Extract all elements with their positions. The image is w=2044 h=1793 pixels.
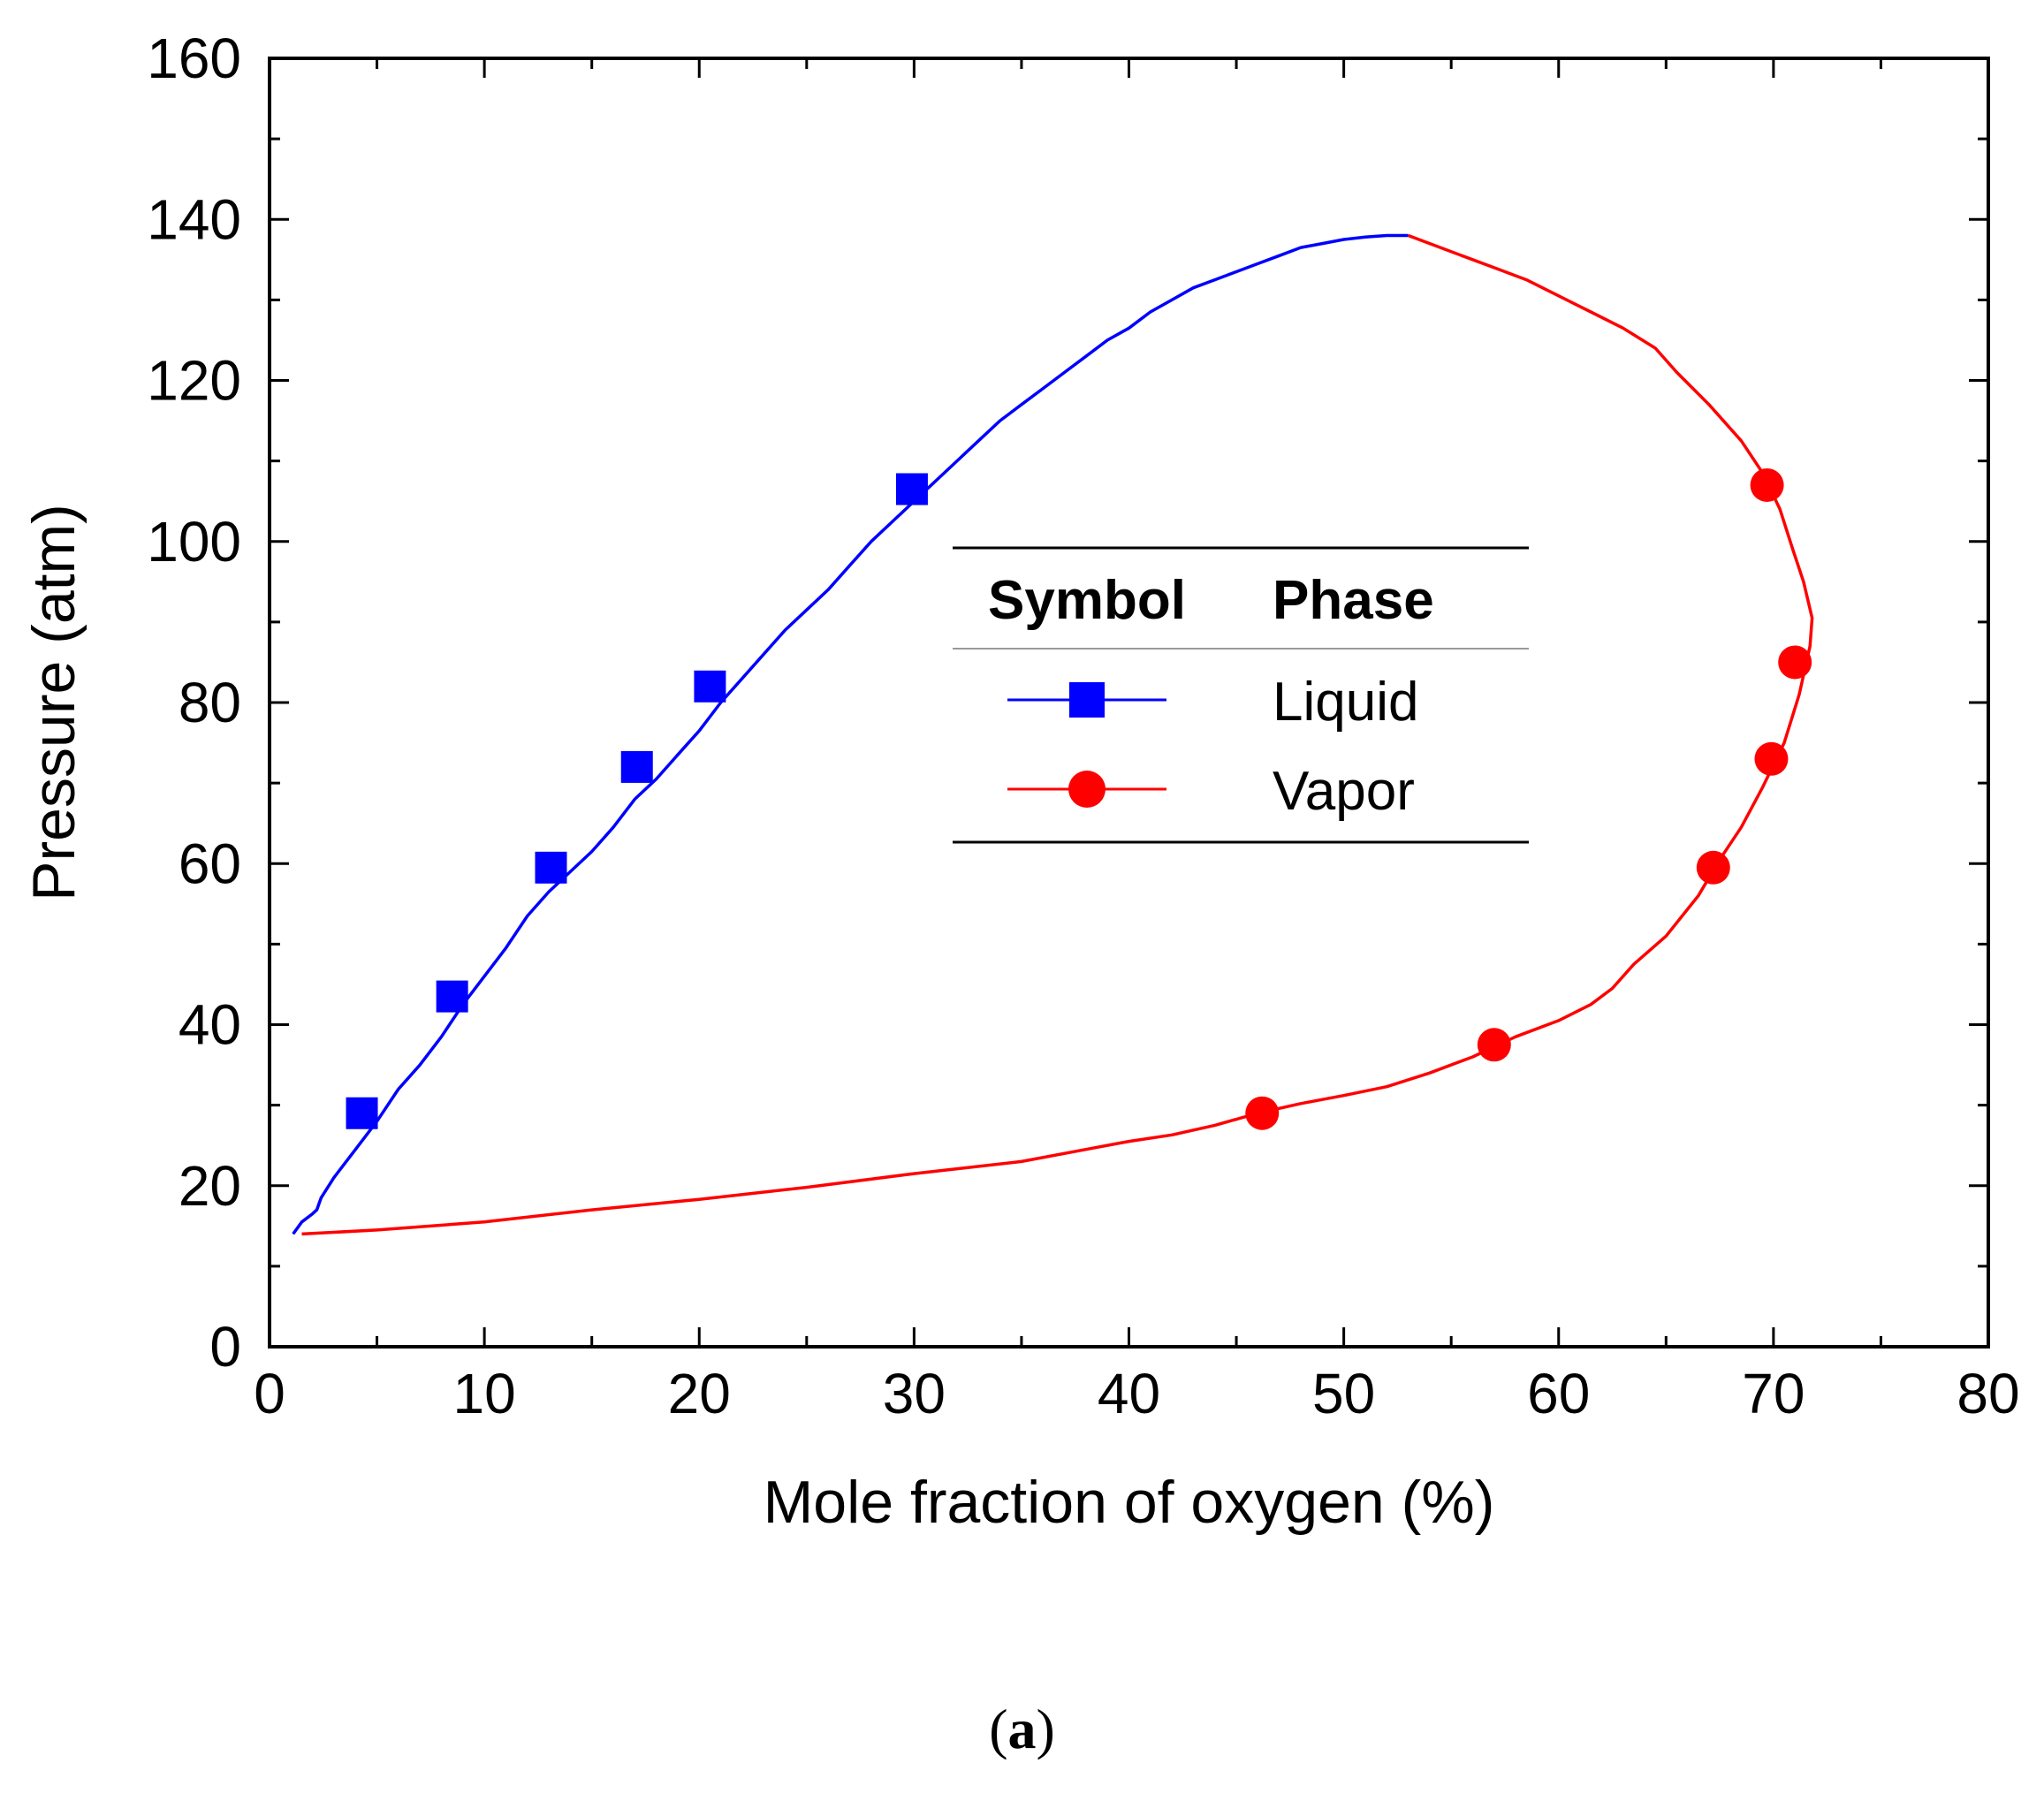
vapor-data-point: [1750, 467, 1784, 502]
y-tick-label: 100: [147, 510, 241, 574]
vapor-curve: [301, 233, 1814, 1236]
legend-header-symbol: Symbol: [988, 570, 1186, 631]
panel-label: (a): [0, 1697, 2044, 1762]
y-tick-label: 0: [209, 1315, 241, 1379]
liquid-data-point: [620, 750, 653, 783]
x-tick-label: 0: [254, 1362, 285, 1425]
y-tick-label: 140: [147, 187, 241, 251]
legend-liquid-marker: [1069, 682, 1105, 718]
x-tick-label: 20: [668, 1362, 731, 1425]
plot-frame: [268, 57, 1990, 1349]
x-tick-label: 60: [1527, 1362, 1590, 1425]
y-tick-label: 20: [179, 1154, 241, 1218]
y-tick-label: 120: [147, 349, 241, 413]
panel-label-close: ): [1036, 1698, 1055, 1760]
liquid-data-point: [694, 670, 726, 703]
liquid-data-point: [346, 1097, 378, 1129]
vapor-data-point: [1477, 1028, 1511, 1062]
liquid-curve: [292, 233, 1409, 1235]
liquid-data-point: [895, 473, 928, 505]
vapor-data-point: [1245, 1096, 1280, 1130]
x-tick-label: 50: [1312, 1362, 1375, 1425]
panel-label-open: (: [989, 1698, 1008, 1760]
legend-vapor-marker: [1068, 771, 1106, 808]
y-axis-label: Pressure (atm): [20, 504, 87, 901]
x-tick-label: 70: [1742, 1362, 1805, 1425]
liquid-data-point: [436, 980, 468, 1013]
x-tick-label: 40: [1098, 1362, 1160, 1425]
vapor-data-point: [1778, 645, 1812, 680]
y-tick-label: 60: [179, 832, 241, 895]
x-tick-label: 30: [883, 1362, 946, 1425]
y-tick-label: 80: [179, 671, 241, 734]
x-tick-label: 10: [453, 1362, 516, 1425]
vapor-data-point: [1696, 850, 1730, 885]
panel-label-letter: a: [1007, 1698, 1037, 1760]
x-tick-label: 80: [1957, 1362, 2019, 1425]
y-tick-label: 40: [179, 993, 241, 1057]
x-axis-label: Mole fraction of oxygen (%): [764, 1469, 1495, 1536]
y-tick-label: 160: [147, 27, 241, 90]
legend: Symbol Phase Liquid Vapor: [953, 546, 1529, 844]
liquid-data-point: [535, 851, 567, 884]
legend-liquid-label: Liquid: [1273, 672, 1418, 733]
vapor-data-point: [1754, 741, 1789, 776]
legend-header-phase: Phase: [1273, 570, 1434, 631]
legend-vapor-label: Vapor: [1273, 761, 1415, 822]
